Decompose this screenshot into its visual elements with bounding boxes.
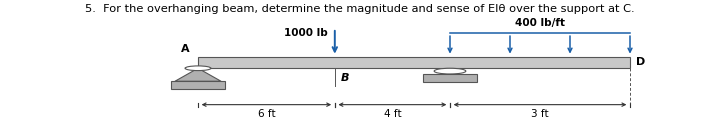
Circle shape [434,68,466,74]
Text: 5.  For the overhanging beam, determine the magnitude and sense of EIθ over the : 5. For the overhanging beam, determine t… [85,4,635,14]
Bar [423,74,477,82]
Text: C: C [446,73,454,83]
Text: A: A [181,44,189,54]
Circle shape [185,66,211,71]
Text: 1000 lb: 1000 lb [284,28,328,38]
Bar [171,81,225,89]
Polygon shape [175,68,221,81]
Text: D: D [636,57,645,67]
Text: 3 ft: 3 ft [531,109,549,119]
Text: 6 ft: 6 ft [258,109,275,119]
Text: B: B [341,73,349,83]
Text: 400 lb/ft: 400 lb/ft [515,18,565,28]
Text: 4 ft: 4 ft [384,109,401,119]
Bar [198,57,630,68]
